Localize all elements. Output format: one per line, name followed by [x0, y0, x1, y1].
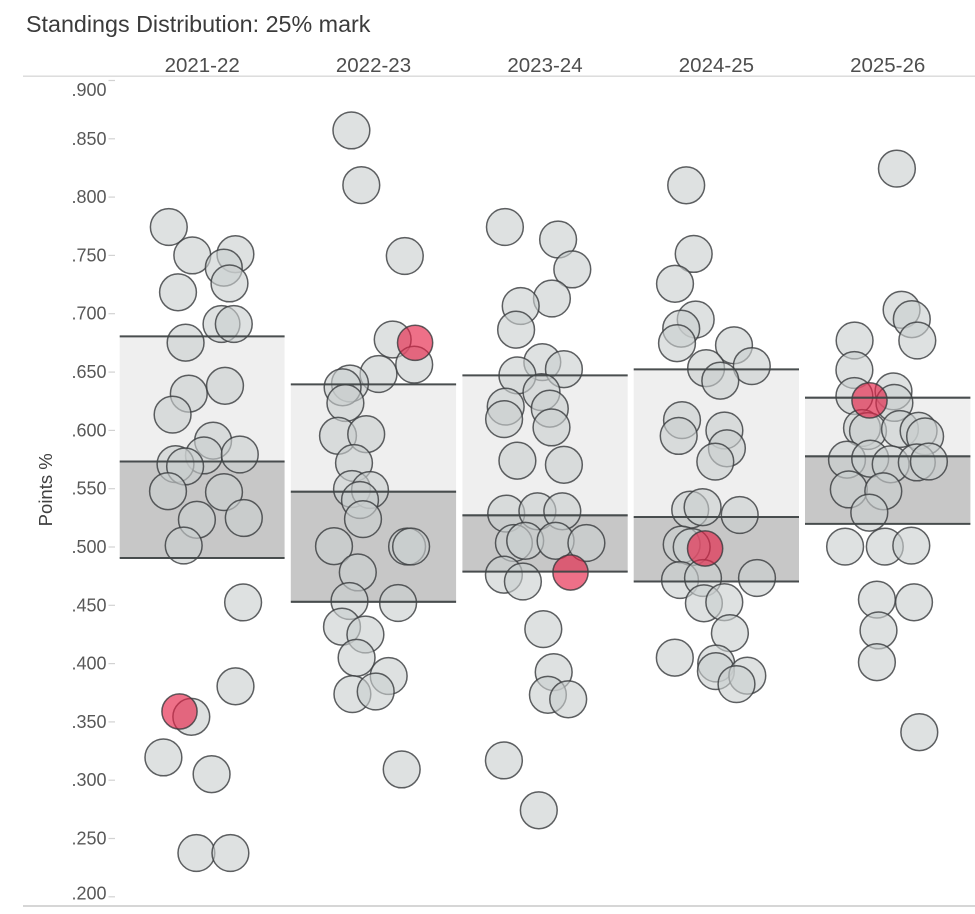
svg-text:.400: .400	[71, 654, 106, 674]
svg-text:2022-23: 2022-23	[336, 54, 411, 77]
svg-text:.350: .350	[71, 712, 106, 732]
svg-text:.550: .550	[71, 479, 106, 499]
svg-text:.900: .900	[71, 80, 106, 100]
svg-text:2025-26: 2025-26	[850, 54, 925, 77]
svg-text:2021-22: 2021-22	[165, 54, 240, 77]
svg-text:.200: .200	[71, 884, 106, 904]
svg-text:.850: .850	[71, 129, 106, 149]
svg-text:.300: .300	[71, 770, 106, 790]
svg-text:.700: .700	[71, 304, 106, 324]
svg-text:.750: .750	[71, 245, 106, 265]
svg-text:2024-25: 2024-25	[679, 54, 754, 77]
svg-text:.650: .650	[71, 362, 106, 382]
svg-text:.450: .450	[71, 595, 106, 615]
svg-text:.250: .250	[71, 829, 106, 849]
svg-text:.800: .800	[71, 187, 106, 207]
svg-text:2023-24: 2023-24	[507, 54, 582, 77]
svg-text:.500: .500	[71, 537, 106, 557]
svg-text:.600: .600	[71, 420, 106, 440]
svg-text:Standings Distribution: 25% ma: Standings Distribution: 25% mark	[26, 11, 371, 37]
svg-text:Points %: Points %	[35, 453, 56, 526]
